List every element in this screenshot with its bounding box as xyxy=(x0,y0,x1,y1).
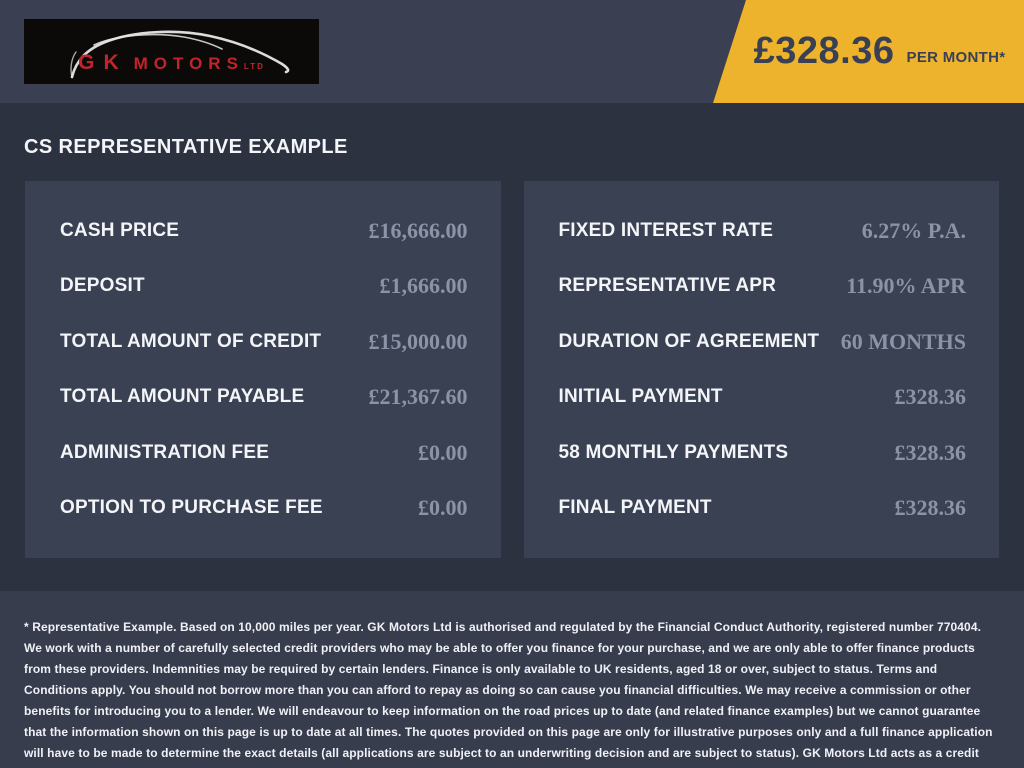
row-label: INITIAL PAYMENT xyxy=(558,386,723,408)
finance-row-initial-payment: INITIAL PAYMENT £328.36 xyxy=(559,370,967,426)
row-label: CASH PRICE xyxy=(60,219,180,241)
monthly-price-amount: £328.36 xyxy=(753,30,895,72)
finance-row-deposit: DEPOSIT £1,666.00 xyxy=(60,259,468,315)
finance-panels: CASH PRICE £16,666.00 DEPOSIT £1,666.00 … xyxy=(25,181,999,558)
row-value: £16,666.00 xyxy=(368,217,468,243)
finance-row-interest-rate: FIXED INTEREST RATE 6.27% P.A. xyxy=(559,203,967,259)
row-label: 58 MONTHLY PAYMENTS xyxy=(558,441,789,463)
finance-row-duration: DURATION OF AGREEMENT 60 MONTHS xyxy=(559,314,967,370)
finance-row-final-payment: FINAL PAYMENT £328.36 xyxy=(559,481,967,537)
finance-row-apr: REPRESENTATIVE APR 11.90% APR xyxy=(559,259,967,315)
finance-panel-left: CASH PRICE £16,666.00 DEPOSIT £1,666.00 … xyxy=(25,181,501,558)
row-value: £1,666.00 xyxy=(379,273,468,299)
finance-row-monthly-payments: 58 MONTHLY PAYMENTS £328.36 xyxy=(559,425,967,481)
row-value: 11.90% APR xyxy=(846,273,966,299)
page-title: CS REPRESENTATIVE EXAMPLE xyxy=(24,136,348,158)
row-value: £15,000.00 xyxy=(368,328,468,354)
row-label: TOTAL AMOUNT OF CREDIT xyxy=(60,330,322,352)
row-value: £328.36 xyxy=(894,495,967,521)
row-label: DEPOSIT xyxy=(60,275,145,297)
row-value: £328.36 xyxy=(894,439,967,465)
finance-panel-right: FIXED INTEREST RATE 6.27% P.A. REPRESENT… xyxy=(523,181,999,558)
main-content: CS REPRESENTATIVE EXAMPLE CASH PRICE £16… xyxy=(0,103,1024,591)
finance-row-total-payable: TOTAL AMOUNT PAYABLE £21,367.60 xyxy=(60,370,468,426)
logo-gk: GK xyxy=(78,51,128,74)
finance-row-admin-fee: ADMINISTRATION FEE £0.00 xyxy=(60,425,468,481)
logo-wordmark: GK MOTORSLTD xyxy=(24,51,319,75)
logo-motors: MOTORS xyxy=(133,54,244,73)
row-value: 6.27% P.A. xyxy=(861,217,966,243)
row-label: REPRESENTATIVE APR xyxy=(558,275,777,297)
row-label: TOTAL AMOUNT PAYABLE xyxy=(60,386,305,408)
footer: * Representative Example. Based on 10,00… xyxy=(0,591,1024,768)
legal-disclaimer: * Representative Example. Based on 10,00… xyxy=(24,620,993,768)
dealer-logo: GK MOTORSLTD xyxy=(24,19,319,84)
row-label: FIXED INTEREST RATE xyxy=(558,219,774,241)
finance-row-cash-price: CASH PRICE £16,666.00 xyxy=(60,203,468,259)
row-value: £21,367.60 xyxy=(368,384,468,410)
row-value: 60 MONTHS xyxy=(840,328,966,354)
row-value: £0.00 xyxy=(418,439,468,465)
row-value: £328.36 xyxy=(894,384,967,410)
logo-ltd: LTD xyxy=(243,62,265,71)
row-label: FINAL PAYMENT xyxy=(558,497,712,519)
row-label: OPTION TO PURCHASE FEE xyxy=(60,497,323,519)
monthly-price-banner: £328.36 PER MONTH* xyxy=(713,0,1024,103)
row-label: ADMINISTRATION FEE xyxy=(60,441,270,463)
row-value: £0.00 xyxy=(418,495,468,521)
monthly-price-suffix: PER MONTH* xyxy=(906,49,1006,66)
header: GK MOTORSLTD £328.36 PER MONTH* xyxy=(0,0,1024,103)
finance-row-total-credit: TOTAL AMOUNT OF CREDIT £15,000.00 xyxy=(60,314,468,370)
row-label: DURATION OF AGREEMENT xyxy=(558,330,820,352)
finance-row-purchase-fee: OPTION TO PURCHASE FEE £0.00 xyxy=(60,481,468,537)
